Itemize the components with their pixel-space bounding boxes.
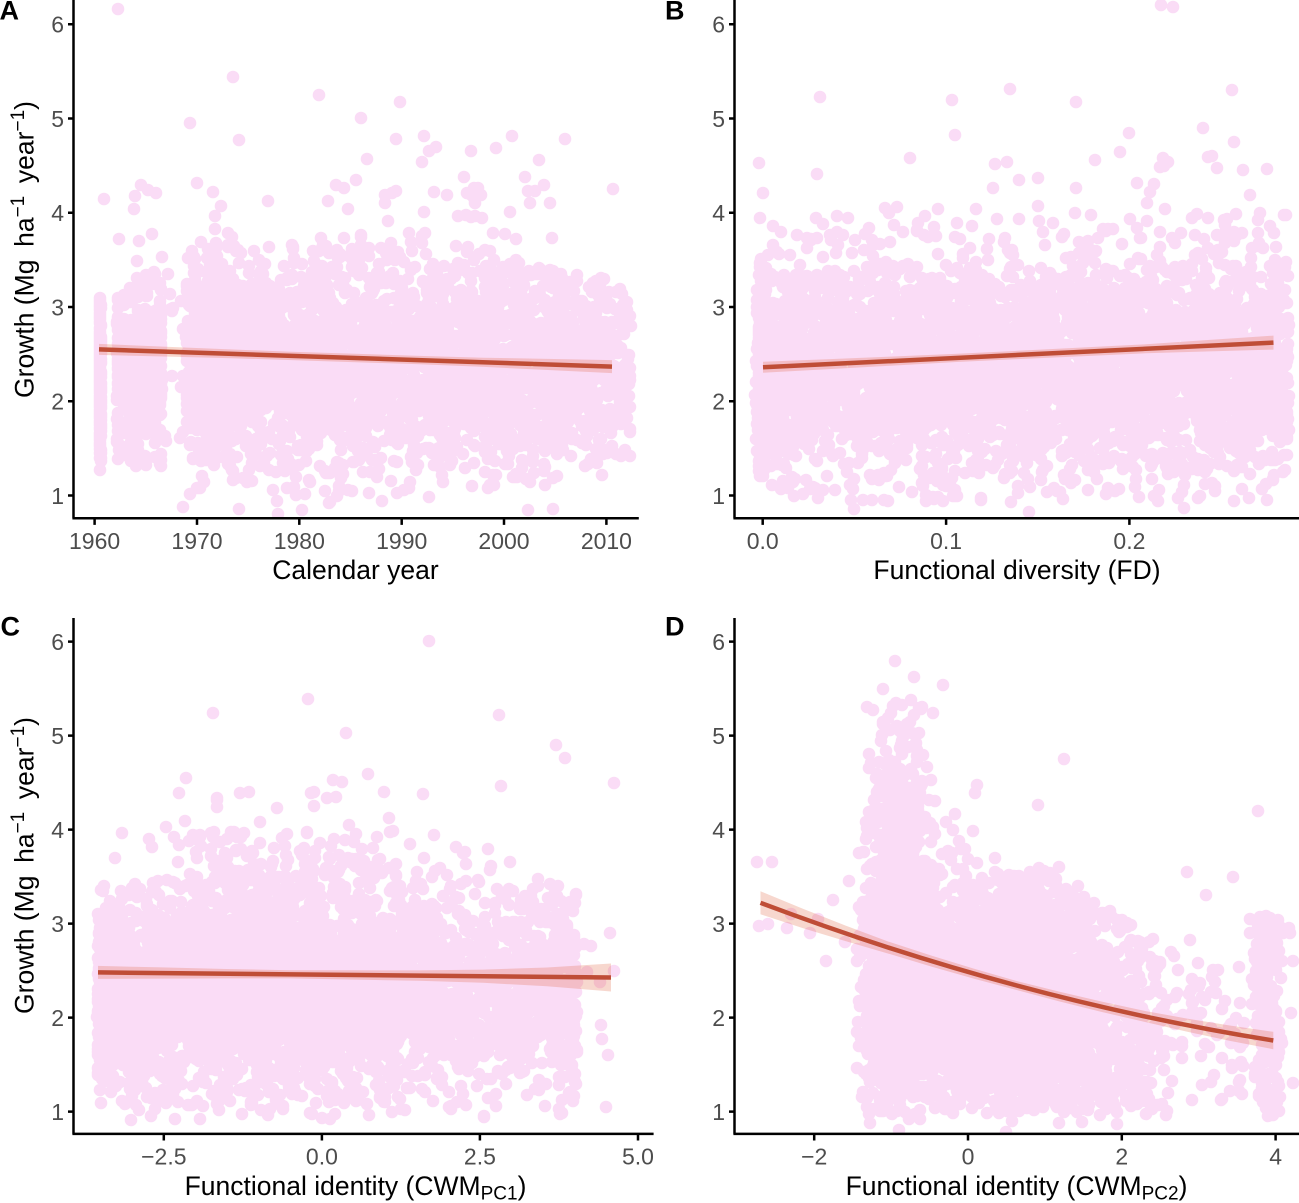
svg-text:1960: 1960 bbox=[69, 528, 120, 554]
svg-text:Functional identity (CWMPC1): Functional identity (CWMPC1) bbox=[185, 1171, 527, 1203]
svg-text:A: A bbox=[0, 0, 19, 26]
svg-text:2.5: 2.5 bbox=[464, 1144, 496, 1170]
svg-text:3: 3 bbox=[712, 294, 725, 320]
svg-text:5: 5 bbox=[51, 723, 64, 749]
svg-text:1980: 1980 bbox=[274, 528, 325, 554]
svg-text:0.0: 0.0 bbox=[747, 528, 779, 554]
svg-text:1990: 1990 bbox=[376, 528, 427, 554]
svg-text:0: 0 bbox=[962, 1144, 975, 1170]
svg-text:6: 6 bbox=[51, 12, 64, 38]
svg-text:2: 2 bbox=[51, 389, 64, 415]
svg-text:Calendar year: Calendar year bbox=[272, 555, 439, 585]
svg-text:3: 3 bbox=[51, 294, 64, 320]
svg-text:4: 4 bbox=[51, 200, 64, 226]
svg-text:Growth (Mg ha−1 year−1): Growth (Mg ha−1 year−1) bbox=[8, 101, 40, 398]
svg-text:5.0: 5.0 bbox=[622, 1144, 654, 1170]
svg-text:5: 5 bbox=[51, 106, 64, 132]
svg-text:B: B bbox=[665, 0, 685, 26]
svg-text:Functional diversity (FD): Functional diversity (FD) bbox=[873, 555, 1160, 585]
svg-text:Growth (Mg ha−1 year−1): Growth (Mg ha−1 year−1) bbox=[8, 717, 40, 1014]
svg-text:4: 4 bbox=[712, 817, 725, 843]
svg-text:4: 4 bbox=[51, 817, 64, 843]
svg-text:6: 6 bbox=[51, 629, 64, 655]
svg-text:0.2: 0.2 bbox=[1113, 528, 1145, 554]
svg-text:1: 1 bbox=[51, 1099, 64, 1125]
svg-text:3: 3 bbox=[712, 911, 725, 937]
svg-text:0.0: 0.0 bbox=[306, 1144, 338, 1170]
svg-text:4: 4 bbox=[1269, 1144, 1282, 1170]
svg-text:1970: 1970 bbox=[171, 528, 222, 554]
svg-text:1: 1 bbox=[712, 483, 725, 509]
svg-text:1: 1 bbox=[51, 483, 64, 509]
svg-text:5: 5 bbox=[712, 106, 725, 132]
svg-text:0.1: 0.1 bbox=[930, 528, 962, 554]
svg-text:2: 2 bbox=[1115, 1144, 1128, 1170]
svg-text:Functional identity (CWMPC2): Functional identity (CWMPC2) bbox=[846, 1171, 1188, 1203]
svg-text:2: 2 bbox=[712, 1005, 725, 1031]
svg-text:2010: 2010 bbox=[581, 528, 632, 554]
svg-text:5: 5 bbox=[712, 723, 725, 749]
svg-text:2: 2 bbox=[51, 1005, 64, 1031]
svg-text:2000: 2000 bbox=[478, 528, 529, 554]
svg-text:C: C bbox=[1, 612, 21, 642]
svg-text:D: D bbox=[665, 612, 685, 642]
svg-text:4: 4 bbox=[712, 200, 725, 226]
svg-text:6: 6 bbox=[712, 12, 725, 38]
svg-text:−2: −2 bbox=[801, 1144, 827, 1170]
svg-text:1: 1 bbox=[712, 1099, 725, 1125]
svg-text:6: 6 bbox=[712, 629, 725, 655]
svg-text:−2.5: −2.5 bbox=[141, 1144, 186, 1170]
svg-text:2: 2 bbox=[712, 389, 725, 415]
svg-text:3: 3 bbox=[51, 911, 64, 937]
